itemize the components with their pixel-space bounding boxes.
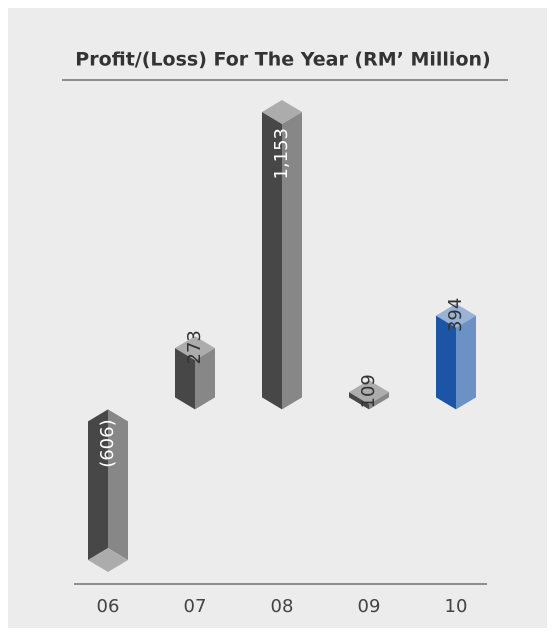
value-label: 273	[184, 330, 205, 364]
bar-right	[282, 112, 302, 410]
bar-left	[88, 409, 108, 560]
value-label: 394	[445, 298, 466, 332]
value-label: (606)	[97, 419, 118, 467]
bar-left	[262, 112, 282, 410]
bar-cap	[436, 303, 476, 328]
bar-cap	[262, 100, 302, 124]
bar-right	[108, 409, 128, 560]
x-tick-label: 07	[184, 596, 207, 617]
bar-cap	[349, 380, 389, 405]
bar-right	[456, 315, 476, 410]
value-label: 109	[358, 374, 379, 408]
bar-left	[436, 315, 456, 410]
x-tick-label: 06	[97, 596, 120, 617]
value-label: 1,153	[271, 128, 292, 180]
x-tick-label: 10	[445, 596, 468, 617]
bar-right	[195, 348, 215, 410]
chart-title: Profit/(Loss) For The Year (RM’ Million)	[75, 49, 490, 71]
x-tick-label: 08	[271, 596, 294, 617]
bar-left	[349, 392, 369, 410]
x-tick-label: 09	[358, 596, 381, 617]
bar-cap	[88, 548, 128, 572]
bar-right	[369, 392, 389, 410]
bar-left	[175, 348, 195, 410]
bar-cap	[175, 336, 215, 361]
